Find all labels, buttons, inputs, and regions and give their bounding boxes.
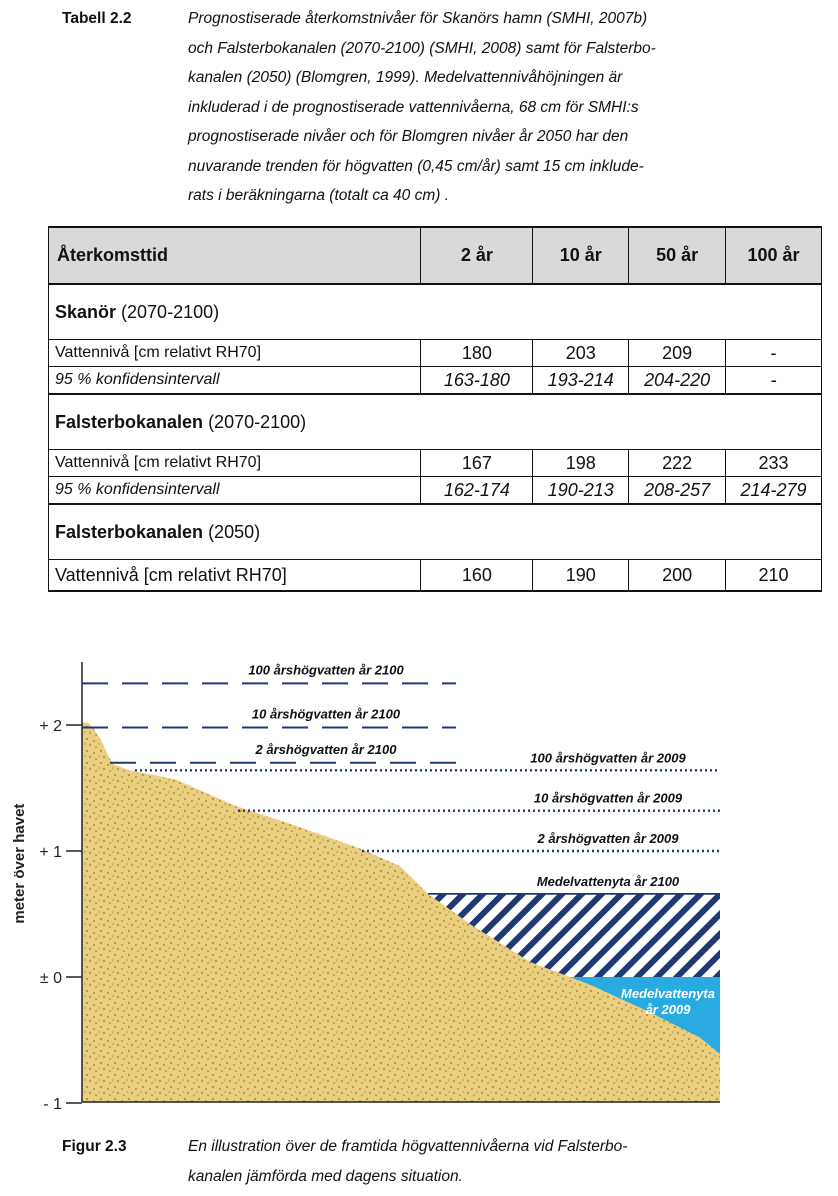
- section-name: Falsterbokanalen: [55, 411, 204, 432]
- y-ticks: + 2 + 1 ± 0 - 1: [39, 718, 82, 1113]
- ground-profile: [82, 722, 720, 1102]
- table-cell: 163-180: [420, 366, 534, 395]
- section-period: (2050): [203, 521, 261, 542]
- table-cell: 190-213: [532, 476, 630, 505]
- table-cell: 214-279: [725, 476, 822, 505]
- row-label: Vattennivå [cm relativt RH70]: [47, 449, 422, 477]
- section-name: Skanör: [55, 301, 117, 322]
- table-cell: 162-174: [420, 476, 534, 505]
- mean-level-2009-label: Medelvattenyta: [621, 986, 715, 1001]
- table-caption-line: kanalen (2050) (Blomgren, 1999). Medelva…: [188, 69, 623, 86]
- figure-caption-label: Figur 2.3: [62, 1138, 127, 1155]
- table-row: 95 % konfidensintervall 162-174 190-213 …: [47, 476, 822, 505]
- table-caption-line: och Falsterbokanalen (2070-2100) (SMHI, …: [188, 39, 656, 57]
- table-cell: 180: [420, 339, 534, 367]
- table-cell: 160: [420, 559, 534, 592]
- level-label-2100: 100 årshögvatten år 2100: [248, 662, 404, 677]
- table-caption-line: Prognostiserade återkomstnivåer för Skan…: [188, 10, 648, 27]
- y-tick-label: + 2: [39, 718, 62, 735]
- mean-level-2100-label: Medelvattenyta år 2100: [537, 874, 680, 889]
- table-caption-label: Tabell 2.2: [62, 10, 132, 27]
- table-caption-text: Prognostiserade återkomstnivåer för Skan…: [188, 4, 758, 211]
- table-cell: 193-214: [532, 366, 630, 395]
- header-50-years: 50 år: [628, 226, 727, 285]
- row-label: Vattennivå [cm relativt RH70]: [47, 339, 422, 367]
- table-cell: 203: [532, 339, 630, 367]
- row-label: 95 % konfidensintervall: [47, 476, 422, 505]
- y-axis-label: meter över havet: [11, 804, 28, 924]
- table-caption-line: inkluderad i de prognostiserade vattenni…: [188, 98, 639, 116]
- header-10-years: 10 år: [532, 226, 630, 285]
- level-label-2100: 10 årshögvatten år 2100: [252, 707, 401, 722]
- figure-caption: Figur 2.3 En illustration över de framti…: [62, 1132, 782, 1192]
- table-row: Vattennivå [cm relativt RH70] 160 190 20…: [47, 559, 822, 592]
- table-cell: 190: [532, 559, 630, 592]
- table-cell: 208-257: [628, 476, 727, 505]
- table-row: Vattennivå [cm relativt RH70] 180 203 20…: [47, 339, 822, 367]
- table-row: 95 % konfidensintervall 163-180 193-214 …: [47, 366, 822, 395]
- y-tick-label: + 1: [39, 844, 62, 861]
- table-caption-line: nuvarande trenden för högvatten (0,45 cm…: [188, 157, 644, 175]
- mean-level-2009-label-year: år 2009: [646, 1002, 692, 1017]
- section-name: Falsterbokanalen: [55, 521, 204, 542]
- row-label: Vattennivå [cm relativt RH70]: [47, 559, 422, 592]
- section-title: Falsterbokanalen (2070-2100): [48, 393, 822, 450]
- section-period: (2070-2100): [203, 411, 307, 432]
- level-label-2009: 100 årshögvatten år 2009: [530, 750, 686, 765]
- return-level-table: Återkomsttid 2 år 10 år 50 år 100 år Ska…: [47, 226, 822, 592]
- level-label-2009: 2 årshögvatten år 2009: [537, 831, 680, 846]
- levels-2009: 100 årshögvatten år 2009 10 årshögvatten …: [135, 750, 720, 853]
- table-cell: 204-220: [628, 366, 727, 395]
- level-label-2009: 10 årshögvatten år 2009: [534, 791, 683, 806]
- section-row-falsterbokanalen-2070: Falsterbokanalen (2070-2100): [48, 393, 822, 450]
- levels-2100: 100 årshögvatten år 2100 10 årshögvatten …: [82, 662, 456, 764]
- figure-caption-text: En illustration över de framtida högvatt…: [188, 1132, 748, 1191]
- header-2-years: 2 år: [420, 226, 534, 285]
- section-period: (2070-2100): [116, 301, 220, 322]
- table-cell: 233: [725, 449, 822, 477]
- table-header-row: Återkomsttid 2 år 10 år 50 år 100 år: [47, 226, 822, 285]
- table-cell: -: [725, 366, 822, 395]
- header-100-years: 100 år: [725, 226, 822, 285]
- section-row-falsterbokanalen-2050: Falsterbokanalen (2050): [48, 503, 822, 560]
- section-title: Skanör (2070-2100): [48, 283, 822, 340]
- table-cell: 198: [532, 449, 630, 477]
- figure-caption-line: En illustration över de framtida högvatt…: [188, 1138, 628, 1155]
- table-caption-line: prognostiserade nivåer och för Blomgren …: [188, 128, 629, 145]
- table-cell: 222: [628, 449, 727, 477]
- table-caption: Tabell 2.2 Prognostiserade återkomstnivå…: [62, 4, 782, 214]
- row-label: 95 % konfidensintervall: [47, 366, 422, 395]
- header-return-period: Återkomsttid: [47, 226, 422, 285]
- figure-caption-line: kanalen jämförda med dagens situation.: [188, 1167, 463, 1185]
- table-cell: -: [725, 339, 822, 367]
- table-cell: 200: [628, 559, 727, 592]
- y-tick-label: ± 0: [40, 970, 62, 987]
- y-tick-label: - 1: [43, 1096, 62, 1113]
- table-cell: 167: [420, 449, 534, 477]
- table-cell: 209: [628, 339, 727, 367]
- table-cell: 210: [725, 559, 822, 592]
- table-caption-line: rats i beräkningarna (totalt ca 40 cm) .: [188, 187, 450, 204]
- water-level-figure: + 2 + 1 ± 0 - 1 meter över havet 100 årshög…: [11, 662, 720, 1113]
- table-row: Vattennivå [cm relativt RH70] 167 198 22…: [47, 449, 822, 477]
- section-title: Falsterbokanalen (2050): [48, 503, 822, 560]
- section-row-skanor: Skanör (2070-2100): [48, 283, 822, 340]
- level-label-2100: 2 årshögvatten år 2100: [255, 742, 398, 757]
